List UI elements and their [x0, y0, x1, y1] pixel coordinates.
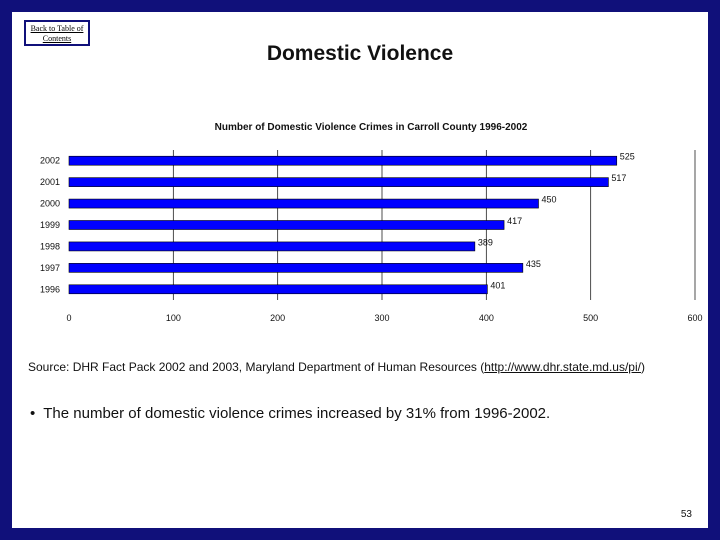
data-label: 417: [507, 216, 522, 226]
source-prefix: Source: DHR Fact Pack 2002 and 2003, Mar…: [28, 360, 485, 374]
category-label: 1998: [40, 241, 60, 251]
source-suffix: ): [640, 360, 645, 374]
bullet-item: • The number of domestic violence crimes …: [30, 405, 550, 422]
bar: [68, 177, 609, 187]
category-label: 1996: [40, 284, 60, 294]
source-link[interactable]: http://www.dhr.state.md.us/pi/: [484, 360, 641, 374]
bullet-dot-icon: •: [30, 405, 36, 422]
page-title: Domestic Violence: [266, 42, 454, 65]
bar: [68, 198, 539, 209]
x-tick-label: 0: [66, 313, 71, 323]
category-label: 2000: [40, 199, 60, 209]
x-tick-label: 100: [166, 313, 181, 323]
bar: [68, 284, 488, 295]
category-label: 2001: [40, 177, 60, 187]
x-tick-label: 400: [479, 313, 494, 323]
chart-title: Number of Domestic Violence Crimes in Ca…: [215, 122, 528, 133]
data-label: 450: [542, 195, 557, 205]
bar: [68, 241, 476, 252]
bar: [68, 155, 618, 166]
data-label: 401: [490, 280, 505, 290]
data-label: 435: [526, 259, 541, 269]
source-citation: Source: DHR Fact Pack 2002 and 2003, Mar…: [28, 360, 645, 374]
category-label: 2002: [40, 156, 60, 166]
x-tick-label: 200: [270, 313, 285, 323]
x-tick-label: 600: [687, 313, 702, 323]
category-label: 1999: [40, 220, 60, 230]
bar: [68, 263, 524, 273]
x-tick-label: 300: [374, 313, 389, 323]
data-label: 389: [478, 237, 493, 247]
bullet-text: The number of domestic violence crimes i…: [43, 405, 551, 422]
x-tick-label: 500: [583, 313, 598, 323]
data-label: 517: [611, 173, 626, 183]
category-label: 1997: [40, 263, 60, 273]
bar: [68, 220, 505, 230]
back-to-contents-link[interactable]: Back to Table of Contents: [24, 20, 90, 46]
data-label: 525: [620, 152, 635, 162]
page-number: 53: [680, 509, 692, 520]
